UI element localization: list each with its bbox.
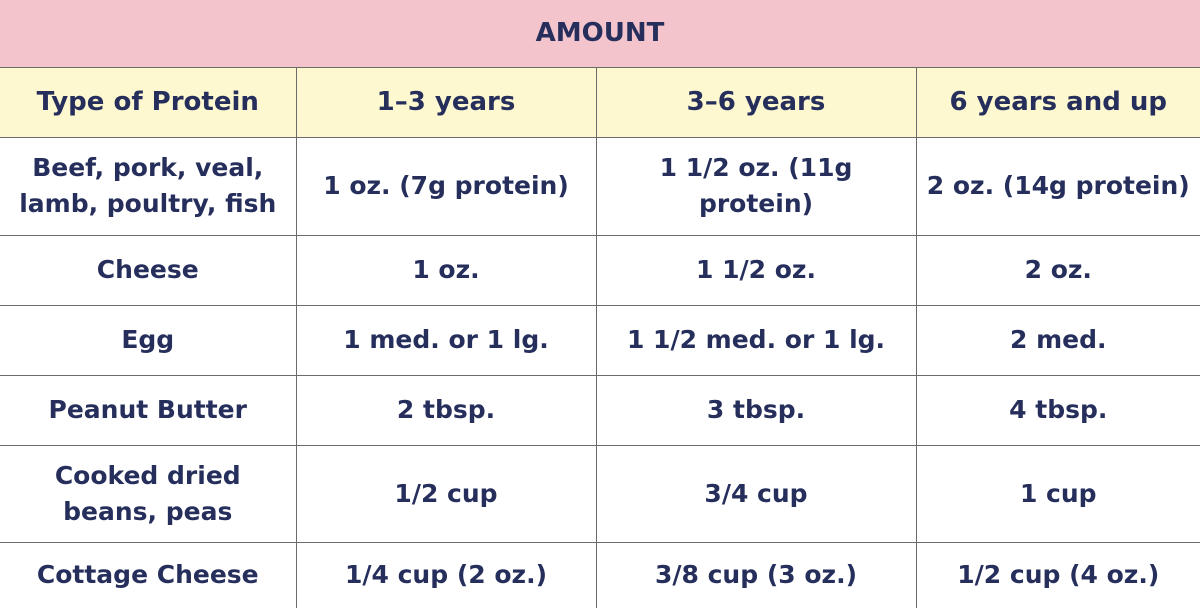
table-row: Beef, pork, veal, lamb, poultry, fish 1 … xyxy=(0,136,1200,236)
table-cell: 4 tbsp. xyxy=(915,374,1200,446)
table-cell: 1 med. or 1 lg. xyxy=(295,304,597,376)
table-cell: 3 tbsp. xyxy=(595,374,917,446)
table-cell: 2 oz. xyxy=(915,234,1200,306)
table-cell: 1/2 cup (4 oz.) xyxy=(915,541,1200,608)
row-label: Cheese xyxy=(0,234,297,306)
table-cell: 1 oz. xyxy=(295,234,597,306)
column-header-protein-type: Type of Protein xyxy=(0,66,297,138)
table-title-row: AMOUNT xyxy=(0,0,1200,68)
row-label: Cottage Cheese xyxy=(0,541,297,608)
table-row: Peanut Butter 2 tbsp. 3 tbsp. 4 tbsp. xyxy=(0,374,1200,446)
column-header-3-6-years: 3–6 years xyxy=(595,66,917,138)
table-cell: 2 tbsp. xyxy=(295,374,597,446)
table-cell: 2 med. xyxy=(915,304,1200,376)
table-title: AMOUNT xyxy=(0,0,1200,68)
table-cell: 1/4 cup (2 oz.) xyxy=(295,541,597,608)
row-label: Peanut Butter xyxy=(0,374,297,446)
table-cell: 1 oz. (7g protein) xyxy=(295,136,597,236)
column-header-6-years-up: 6 years and up xyxy=(915,66,1200,138)
row-label: Beef, pork, veal, lamb, poultry, fish xyxy=(0,136,297,236)
table-row: Cheese 1 oz. 1 1/2 oz. 2 oz. xyxy=(0,234,1200,306)
row-label: Egg xyxy=(0,304,297,376)
table-row: Cottage Cheese 1/4 cup (2 oz.) 3/8 cup (… xyxy=(0,541,1200,608)
table-cell: 2 oz. (14g protein) xyxy=(915,136,1200,236)
table-cell: 1 1/2 oz. (11g protein) xyxy=(595,136,917,236)
table-cell: 1 1/2 med. or 1 lg. xyxy=(595,304,917,376)
table-cell: 1 1/2 oz. xyxy=(595,234,917,306)
column-header-row: Type of Protein 1–3 years 3–6 years 6 ye… xyxy=(0,66,1200,138)
row-label: Cooked dried beans, peas xyxy=(0,444,297,543)
table-row: Egg 1 med. or 1 lg. 1 1/2 med. or 1 lg. … xyxy=(0,304,1200,376)
column-header-1-3-years: 1–3 years xyxy=(295,66,597,138)
table-cell: 1 cup xyxy=(915,444,1200,543)
table-cell: 3/8 cup (3 oz.) xyxy=(595,541,917,608)
table-cell: 1/2 cup xyxy=(295,444,597,543)
table-row: Cooked dried beans, peas 1/2 cup 3/4 cup… xyxy=(0,444,1200,543)
table-cell: 3/4 cup xyxy=(595,444,917,543)
